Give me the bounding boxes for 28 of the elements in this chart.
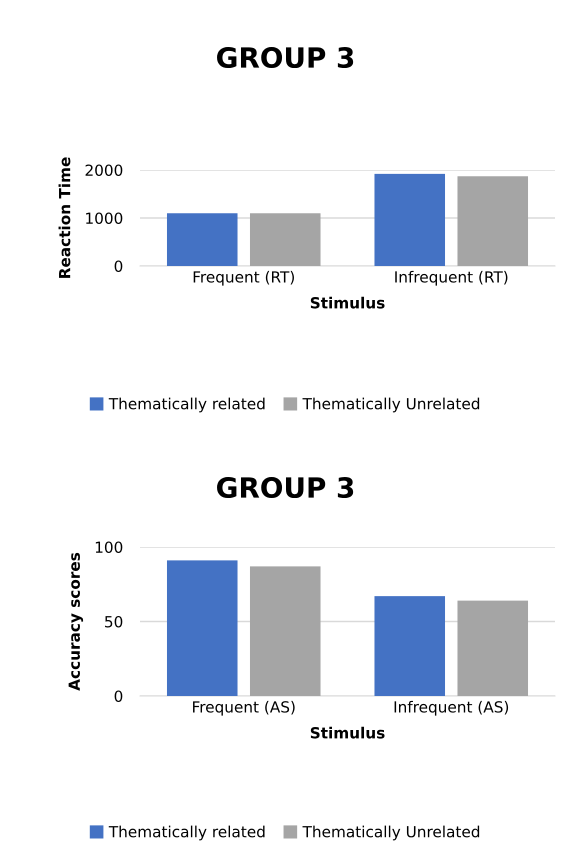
- bar: [457, 600, 528, 696]
- legend-label: Thematically related: [108, 826, 265, 840]
- x-tick-label: Infrequent (AS): [394, 700, 508, 716]
- bar: [250, 213, 321, 266]
- x-tick-label: Infrequent (RT): [395, 270, 508, 286]
- bar: [250, 566, 321, 696]
- bar: [457, 176, 528, 266]
- x-axis-title: Stimulus: [310, 296, 385, 309]
- x-tick-label: Frequent (AS): [193, 700, 295, 716]
- legend-label: Thematically related: [108, 398, 265, 412]
- y-tick-label: 50: [105, 616, 122, 628]
- chart-title: GROUP 3: [217, 477, 354, 498]
- chart-title: GROUP 3: [217, 47, 354, 68]
- y-axis-title: Reaction Time: [58, 157, 70, 278]
- x-axis-title: Stimulus: [310, 726, 385, 739]
- y-axis-title: Accuracy scores: [68, 552, 84, 691]
- y-tick-label: 100: [96, 541, 122, 554]
- legend-label: Thematically Unrelated: [302, 398, 480, 412]
- bar: [374, 596, 446, 696]
- y-tick-label: 2000: [86, 164, 122, 176]
- y-tick-label: 0: [114, 690, 122, 702]
- y-tick-label: 0: [114, 260, 122, 272]
- bar: [166, 560, 238, 696]
- bar: [374, 174, 446, 266]
- bar: [166, 213, 238, 266]
- y-tick-label: 1000: [86, 212, 122, 224]
- legend-label: Thematically Unrelated: [302, 826, 480, 840]
- x-tick-label: Frequent (RT): [194, 270, 294, 286]
